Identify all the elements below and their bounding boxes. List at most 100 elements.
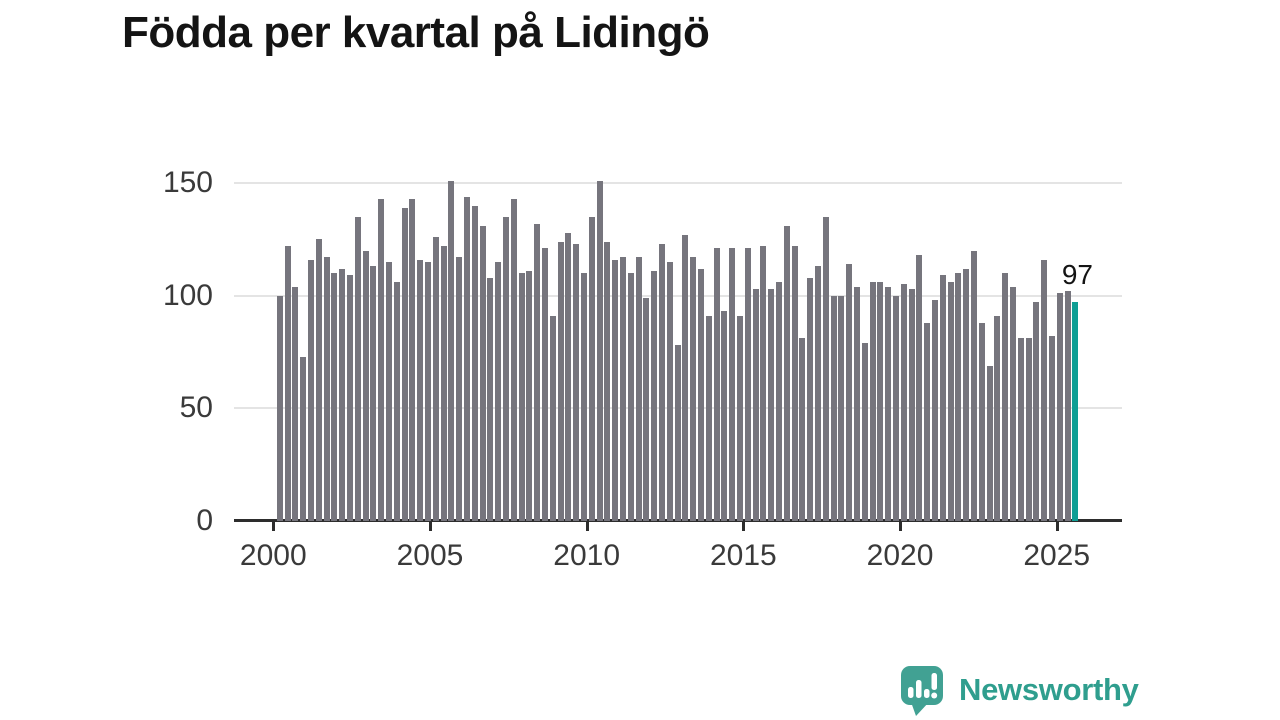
bar (799, 338, 806, 521)
x-axis-tick-2010 (585, 522, 589, 531)
bar (1025, 338, 1032, 521)
bar (705, 315, 712, 521)
bar (588, 216, 595, 521)
bar (971, 250, 977, 521)
bar (760, 246, 767, 521)
bar (690, 257, 697, 521)
bar (526, 270, 533, 521)
bar (947, 282, 954, 521)
bar (565, 232, 572, 521)
highlight-value-label: 97 (1061, 259, 1093, 291)
bar (440, 246, 447, 521)
bar (885, 286, 892, 521)
bar (721, 311, 728, 521)
y-axis-tick-label: 100 (162, 278, 213, 312)
bar (534, 223, 541, 521)
bar (378, 198, 385, 521)
bar (370, 266, 377, 521)
bar (955, 273, 962, 521)
bar (573, 243, 580, 521)
bar (986, 365, 993, 521)
bar (425, 261, 431, 521)
bar (464, 196, 470, 521)
bar (1017, 338, 1024, 521)
bar (791, 246, 798, 521)
bar (401, 207, 408, 521)
bar (846, 264, 853, 521)
bar (448, 180, 455, 521)
bar (362, 250, 369, 521)
bar (869, 282, 876, 521)
bar (768, 288, 775, 521)
bar (518, 273, 525, 521)
bar (557, 241, 564, 521)
bar (807, 277, 814, 521)
gridline-y-100 (234, 294, 1122, 297)
bar (838, 295, 845, 521)
bar (409, 198, 416, 521)
gridline-y-150 (234, 182, 1122, 184)
bar (939, 275, 946, 521)
bar (698, 268, 704, 521)
y-axis-tick-label: 150 (162, 166, 213, 199)
x-axis-tick-2020 (899, 522, 903, 531)
x-axis-tick-label: 2020 (866, 539, 934, 572)
bar (830, 295, 837, 521)
bar (393, 282, 400, 521)
newsworthy-logo-text: Newsworthy (959, 672, 1139, 707)
bar (612, 259, 619, 521)
bar (924, 322, 931, 521)
bar (300, 356, 307, 521)
bar (581, 273, 587, 521)
bar (635, 257, 642, 521)
bar (354, 216, 361, 521)
bar (323, 257, 330, 521)
highlighted-bar (1072, 302, 1079, 521)
bar (854, 286, 860, 521)
x-axis-tick-2005 (428, 522, 432, 531)
chart-title: Födda per kvartal på Lidingö (122, 8, 710, 57)
bar (861, 342, 868, 521)
bar (1041, 259, 1048, 521)
bar (900, 284, 907, 521)
bar (487, 277, 494, 521)
bar (666, 261, 673, 521)
y-axis-tick-label: 0 (196, 504, 213, 537)
bar (292, 286, 299, 521)
bar (822, 216, 829, 521)
bar (503, 216, 509, 521)
bar (542, 248, 548, 521)
bar (596, 180, 603, 521)
bar (620, 257, 626, 521)
bar (479, 225, 486, 521)
bar (729, 248, 736, 521)
y-axis-tick-label: 50 (179, 391, 213, 425)
x-axis-tick-label: 2025 (1023, 539, 1091, 572)
bar (908, 288, 915, 521)
bar (893, 295, 899, 521)
bar (994, 315, 1001, 521)
bar (510, 198, 517, 521)
bar (713, 248, 720, 521)
x-axis-tick-2015 (742, 522, 746, 531)
bar (276, 295, 283, 521)
bar (495, 261, 502, 521)
bar (627, 273, 634, 521)
x-axis-tick-label: 2015 (709, 539, 777, 572)
bar (815, 266, 821, 521)
bar (651, 270, 658, 521)
bar (978, 322, 985, 521)
bar (315, 239, 322, 521)
bar (308, 259, 314, 521)
bar (604, 241, 611, 521)
bar (932, 300, 938, 521)
bar (877, 282, 884, 521)
bar (339, 268, 346, 521)
bar (1033, 302, 1040, 521)
bar (776, 282, 782, 521)
bar (432, 237, 439, 521)
bar (284, 246, 291, 521)
x-axis-tick-label: 2005 (396, 539, 464, 572)
bar (737, 315, 743, 521)
bar (682, 234, 689, 521)
